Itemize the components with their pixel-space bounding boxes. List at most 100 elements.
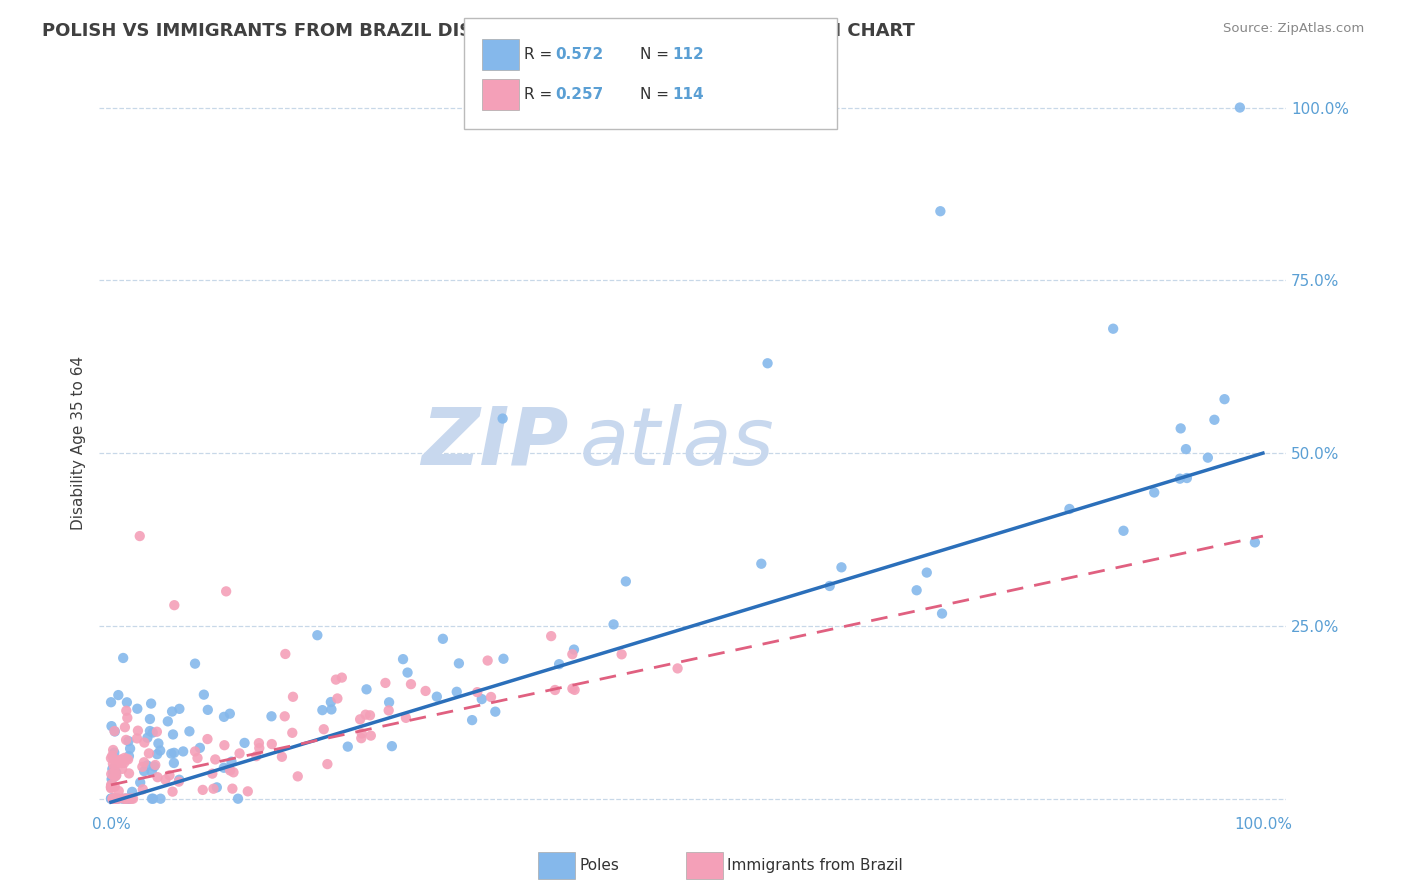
- Point: [561, 647, 583, 661]
- Point: [103, 746, 125, 760]
- Point: [104, 764, 127, 779]
- Point: [193, 688, 215, 702]
- Point: [395, 711, 418, 725]
- Point: [931, 607, 953, 621]
- Point: [132, 756, 155, 770]
- Point: [325, 673, 347, 687]
- Point: [141, 791, 163, 805]
- Point: [134, 764, 156, 778]
- Point: [100, 781, 122, 796]
- Point: [1143, 485, 1166, 500]
- Point: [148, 736, 170, 750]
- Point: [1244, 535, 1267, 549]
- Point: [544, 683, 567, 698]
- Point: [121, 791, 143, 805]
- Point: [905, 583, 928, 598]
- Point: [100, 751, 122, 765]
- Point: [159, 768, 181, 782]
- Point: [226, 791, 249, 805]
- Point: [103, 791, 125, 805]
- Point: [415, 684, 437, 698]
- Point: [146, 747, 169, 762]
- Point: [132, 782, 155, 797]
- Point: [1102, 322, 1125, 336]
- Point: [1213, 392, 1236, 406]
- Point: [461, 713, 484, 727]
- Point: [1197, 450, 1219, 465]
- Point: [548, 657, 571, 672]
- Point: [169, 772, 191, 787]
- Point: [349, 712, 371, 726]
- Point: [115, 733, 138, 747]
- Point: [127, 723, 149, 738]
- Point: [101, 756, 124, 771]
- Point: [179, 724, 201, 739]
- Point: [319, 695, 342, 709]
- Point: [101, 791, 124, 805]
- Point: [146, 770, 169, 784]
- Text: Poles: Poles: [579, 858, 619, 872]
- Point: [377, 703, 399, 717]
- Point: [336, 739, 359, 754]
- Point: [155, 772, 177, 787]
- Point: [1229, 101, 1251, 115]
- Y-axis label: Disability Age 35 to 64: Disability Age 35 to 64: [72, 356, 86, 530]
- Point: [287, 769, 309, 783]
- Point: [100, 772, 122, 787]
- Point: [163, 746, 186, 760]
- Point: [105, 768, 128, 782]
- Point: [115, 791, 138, 805]
- Point: [160, 747, 183, 761]
- Point: [136, 758, 159, 772]
- Point: [107, 784, 129, 798]
- Point: [100, 791, 122, 805]
- Point: [112, 754, 135, 768]
- Point: [115, 791, 138, 805]
- Point: [107, 791, 129, 805]
- Point: [118, 766, 141, 780]
- Point: [104, 791, 127, 805]
- Point: [392, 652, 415, 666]
- Point: [218, 706, 240, 721]
- Point: [149, 791, 172, 805]
- Point: [114, 791, 136, 805]
- Point: [122, 791, 145, 805]
- Point: [432, 632, 454, 646]
- Point: [915, 566, 938, 580]
- Text: R =: R =: [524, 47, 558, 62]
- Point: [316, 757, 339, 772]
- Point: [212, 761, 235, 775]
- Point: [471, 692, 494, 706]
- Point: [100, 695, 122, 709]
- Point: [118, 791, 141, 805]
- Point: [101, 780, 124, 794]
- Point: [247, 741, 270, 756]
- Point: [103, 791, 125, 805]
- Point: [221, 755, 243, 769]
- Point: [221, 781, 243, 796]
- Point: [111, 756, 134, 770]
- Point: [101, 771, 124, 785]
- Point: [136, 731, 159, 745]
- Point: [354, 707, 377, 722]
- Point: [100, 719, 122, 733]
- Point: [756, 356, 779, 370]
- Point: [114, 720, 136, 734]
- Point: [107, 688, 129, 702]
- Point: [141, 764, 163, 779]
- Point: [350, 726, 373, 740]
- Text: 114: 114: [672, 87, 703, 102]
- Point: [127, 702, 149, 716]
- Point: [110, 752, 132, 766]
- Point: [1174, 442, 1197, 456]
- Text: POLISH VS IMMIGRANTS FROM BRAZIL DISABILITY AGE 35 TO 64 CORRELATION CHART: POLISH VS IMMIGRANTS FROM BRAZIL DISABIL…: [42, 22, 915, 40]
- Point: [396, 665, 419, 680]
- Point: [479, 690, 502, 704]
- Point: [312, 723, 335, 737]
- Point: [260, 709, 283, 723]
- Point: [381, 739, 404, 754]
- Point: [118, 749, 141, 764]
- Point: [399, 677, 422, 691]
- Point: [218, 761, 240, 775]
- Point: [103, 752, 125, 766]
